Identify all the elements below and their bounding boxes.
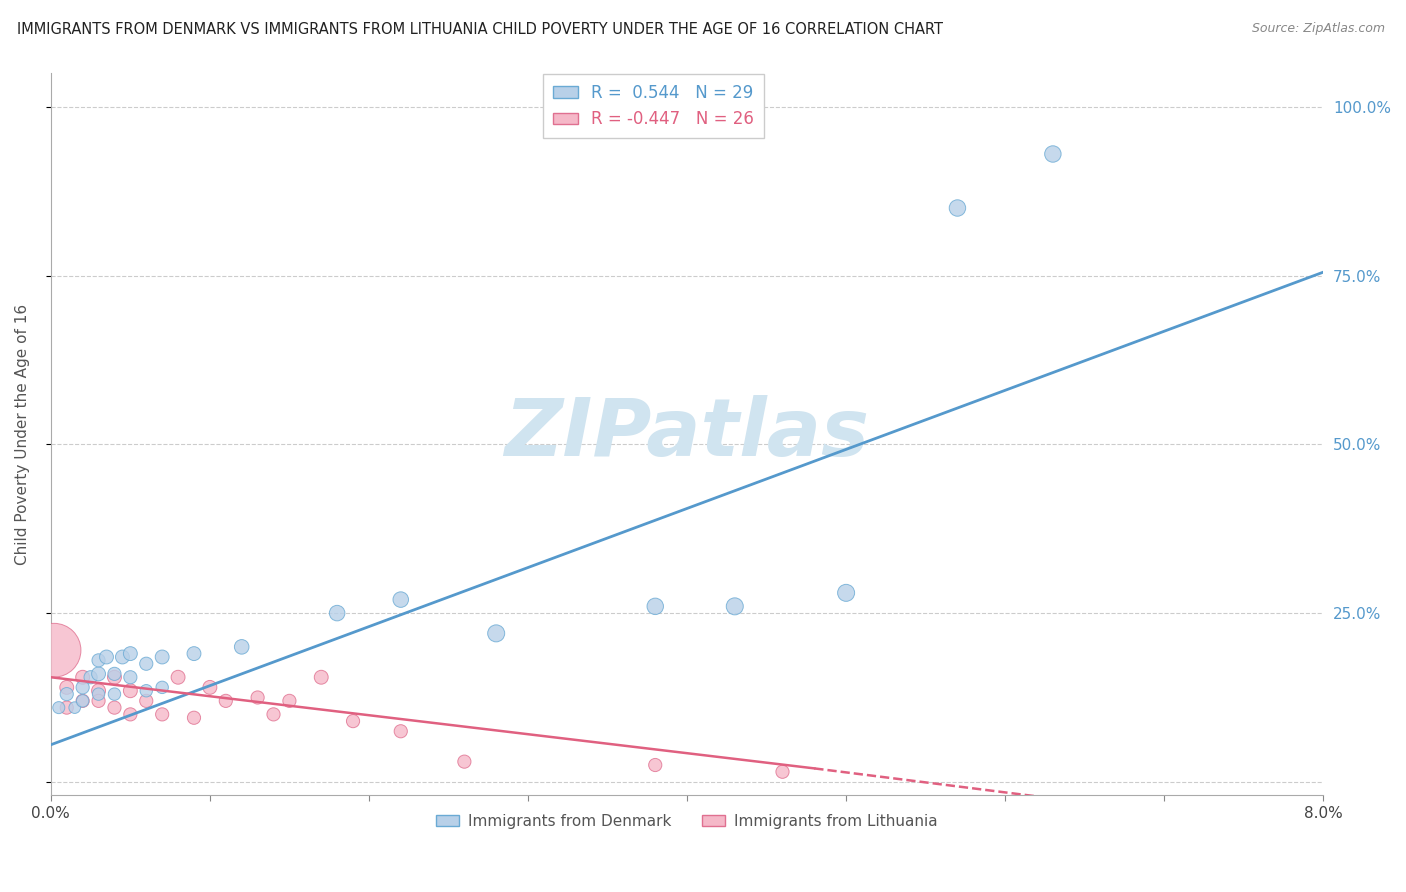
Point — [167, 670, 190, 684]
Point — [453, 755, 475, 769]
Point — [246, 690, 269, 705]
Point — [724, 599, 747, 614]
Point — [309, 670, 332, 684]
Point — [835, 586, 858, 600]
Point — [120, 647, 142, 661]
Point — [55, 687, 77, 701]
Point — [72, 694, 94, 708]
Point — [215, 694, 238, 708]
Legend: Immigrants from Denmark, Immigrants from Lithuania: Immigrants from Denmark, Immigrants from… — [430, 807, 943, 835]
Point — [946, 201, 969, 215]
Point — [120, 707, 142, 722]
Point — [342, 714, 364, 728]
Point — [263, 707, 285, 722]
Point — [135, 657, 157, 671]
Text: Source: ZipAtlas.com: Source: ZipAtlas.com — [1251, 22, 1385, 36]
Point — [389, 724, 412, 739]
Point — [326, 606, 349, 620]
Point — [87, 666, 110, 681]
Point — [103, 700, 125, 714]
Point — [150, 707, 173, 722]
Point — [198, 681, 221, 695]
Point — [111, 650, 134, 665]
Text: ZIPatlas: ZIPatlas — [505, 395, 869, 473]
Point — [135, 683, 157, 698]
Point — [772, 764, 794, 779]
Point — [103, 687, 125, 701]
Point — [644, 758, 666, 772]
Point — [183, 711, 205, 725]
Text: IMMIGRANTS FROM DENMARK VS IMMIGRANTS FROM LITHUANIA CHILD POVERTY UNDER THE AGE: IMMIGRANTS FROM DENMARK VS IMMIGRANTS FR… — [17, 22, 943, 37]
Point — [1042, 147, 1064, 161]
Y-axis label: Child Poverty Under the Age of 16: Child Poverty Under the Age of 16 — [15, 303, 30, 565]
Point — [72, 694, 94, 708]
Point — [120, 683, 142, 698]
Point — [87, 683, 110, 698]
Point — [63, 700, 86, 714]
Point — [150, 650, 173, 665]
Point — [103, 670, 125, 684]
Point — [72, 670, 94, 684]
Point — [183, 647, 205, 661]
Point — [55, 681, 77, 695]
Point — [389, 592, 412, 607]
Point — [87, 687, 110, 701]
Point — [278, 694, 301, 708]
Point — [87, 653, 110, 667]
Point — [48, 700, 70, 714]
Point — [87, 694, 110, 708]
Point — [96, 650, 118, 665]
Point — [135, 694, 157, 708]
Point — [79, 670, 101, 684]
Point — [231, 640, 253, 654]
Point — [103, 666, 125, 681]
Point — [150, 681, 173, 695]
Point — [644, 599, 666, 614]
Point — [72, 681, 94, 695]
Point — [42, 643, 65, 657]
Point — [120, 670, 142, 684]
Point — [485, 626, 508, 640]
Point — [55, 700, 77, 714]
